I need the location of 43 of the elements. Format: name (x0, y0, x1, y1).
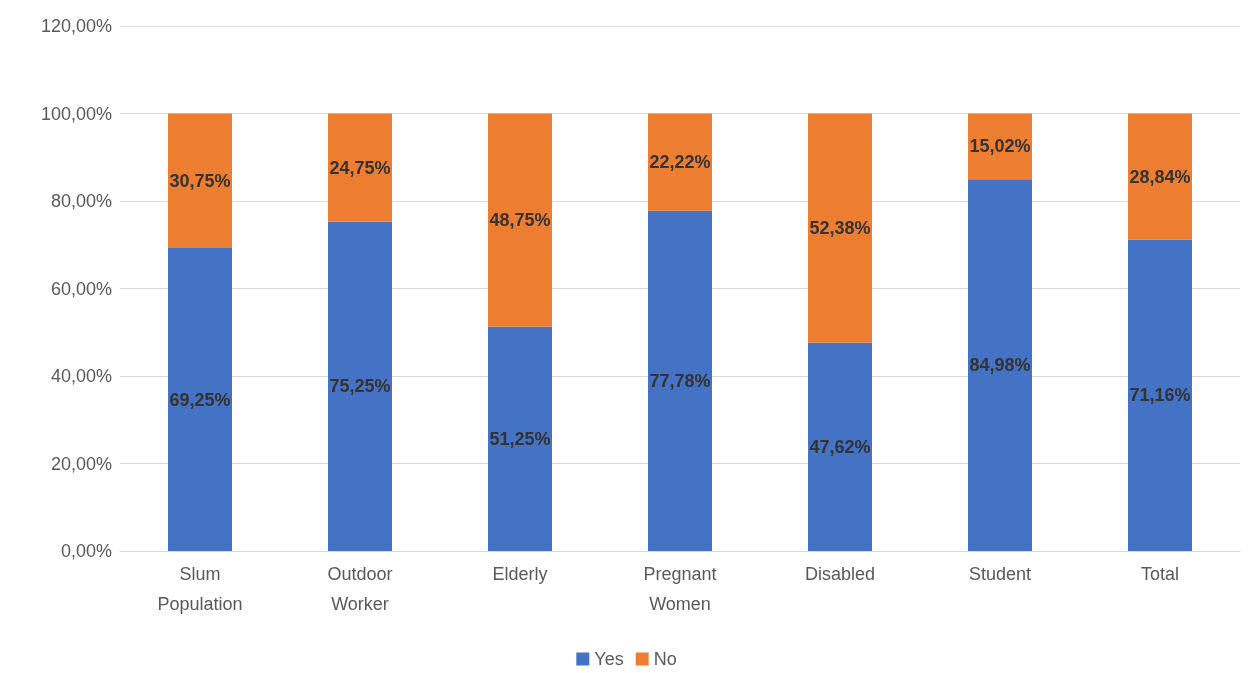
data-label: 84,98% (969, 355, 1031, 376)
data-label: 28,84% (1129, 166, 1191, 187)
x-tick-label: Total (1140, 564, 1180, 584)
data-label: 75,25% (329, 376, 391, 397)
bar (968, 179, 1032, 551)
data-label: 69,25% (169, 389, 231, 410)
bar (648, 113, 712, 211)
data-label: 48,75% (489, 210, 551, 231)
x-tick-label: Slum Population (157, 564, 243, 614)
y-tick-label: 100,00% (40, 103, 112, 124)
y-tick-label: 60,00% (50, 278, 112, 299)
data-label: 77,78% (649, 370, 711, 391)
data-label: 47,62% (809, 436, 871, 457)
data-label: 52,38% (809, 218, 871, 239)
y-tick-label: 20,00% (50, 453, 112, 474)
legend-label: Yes (594, 649, 624, 669)
data-label: 30,75% (169, 170, 231, 191)
bar (488, 113, 552, 327)
bar (1128, 239, 1192, 551)
y-tick-label: 0,00% (60, 541, 112, 561)
data-label: 24,75% (329, 157, 391, 178)
x-tick-label: Elderly (492, 564, 548, 584)
x-tick-label: Student (968, 564, 1032, 584)
bar (488, 326, 552, 551)
y-tick-label: 40,00% (50, 366, 112, 386)
bar (648, 210, 712, 551)
x-tick-label: Outdoor Worker (327, 564, 393, 614)
y-tick-label: 80,00% (50, 191, 112, 211)
x-tick-label: Pregnant Women (643, 564, 717, 614)
bar (168, 113, 232, 249)
data-label: 22,22% (649, 152, 711, 173)
data-label: 71,16% (1129, 385, 1191, 406)
x-tick-label: Disabled (804, 564, 876, 584)
legend-label: No (653, 649, 677, 669)
data-label: 51,25% (489, 428, 551, 449)
bar (328, 113, 392, 222)
bar (328, 221, 392, 551)
bar (808, 342, 872, 551)
bar (1128, 113, 1192, 240)
bar (808, 113, 872, 343)
bar (168, 248, 232, 551)
y-tick-label: 120,00% (40, 16, 112, 36)
data-label: 15,02% (969, 136, 1031, 157)
